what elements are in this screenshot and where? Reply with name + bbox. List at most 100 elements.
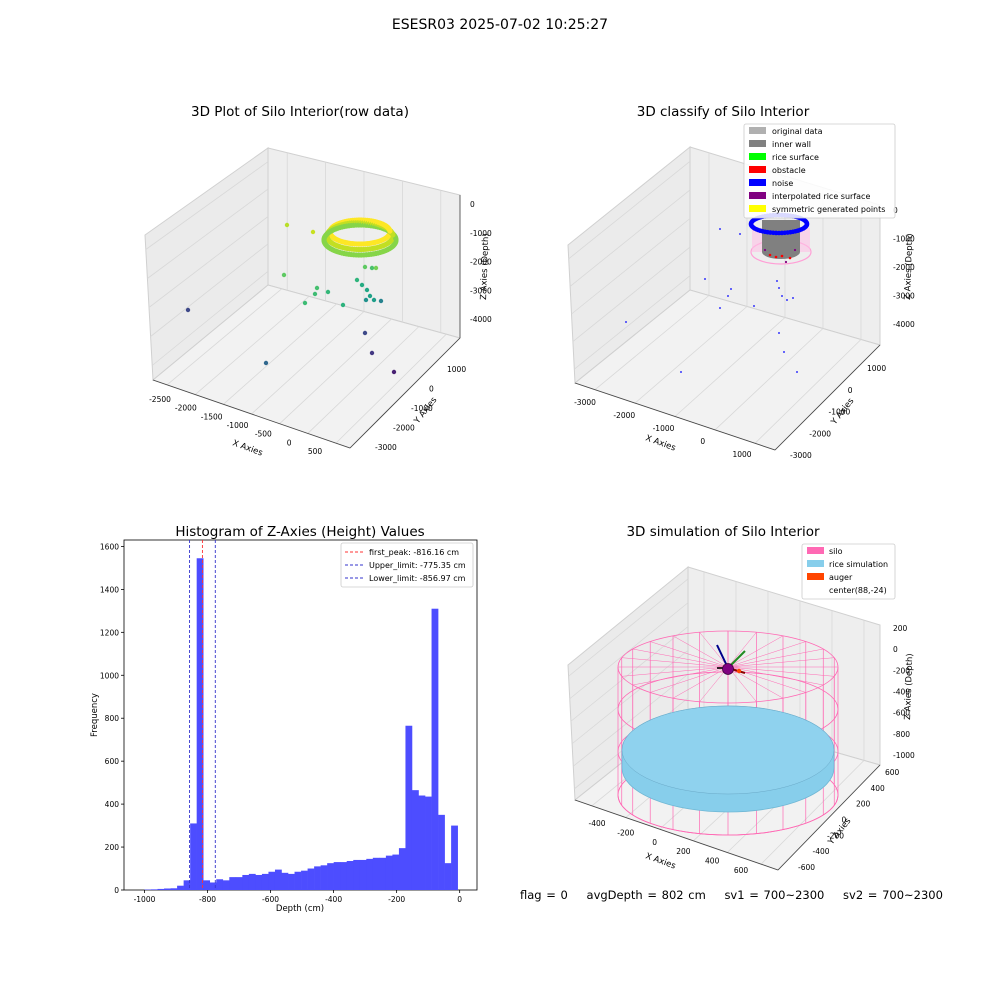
y-tick-label: -400 [813,847,830,856]
histogram-bar [151,889,158,890]
histogram-bar [177,885,184,890]
grid-line [714,328,824,431]
histogram-bar [327,863,334,890]
status-line: flag = 0 avgDepth = 802 cm sv1 = 700~230… [520,888,957,902]
grid-line [570,626,689,722]
avg-depth-value: avgDepth = 802 cm [586,888,706,902]
histogram-bar [451,825,458,890]
legend-label: rice surface [772,153,819,162]
legend-swatch [807,573,824,580]
x-tick-label: -1500 [201,412,223,421]
grid-line [147,188,269,279]
y-tick-label: -3000 [790,451,812,460]
z-tick-label: -800 [893,730,910,739]
histogram-bar [170,888,178,890]
x-tick-label: 0 [457,895,462,904]
legend-label: auger [829,573,853,582]
grid-line [594,295,710,391]
x-tick-label: -400 [325,895,342,904]
classify-axis-lines [574,344,881,451]
interpolated-point [793,248,797,252]
obstacle-point [780,254,784,258]
histogram-bar [229,877,237,890]
x-tick-label: -600 [262,895,279,904]
grid-line [166,288,282,386]
histogram-bar [196,558,204,890]
grid-line [151,270,269,366]
histogram-bar [164,888,171,890]
silo-and-rice-model [617,630,839,836]
raw-point [312,291,318,297]
interpolated-point [784,260,788,264]
histogram-bar [411,790,419,890]
grid-line [150,243,269,337]
center-marker [722,663,734,675]
silo-roof-wire [727,632,757,668]
histogram-bars [144,558,458,890]
interpolated-point [763,248,767,252]
silo-front-ring [617,794,839,836]
raw-point [359,282,365,288]
noise-point [786,299,788,301]
histogram-bar [340,862,348,890]
grid-line [572,246,691,342]
point-ring [390,232,396,238]
histogram-title: Histogram of Z-Axies (Height) Values [175,524,424,540]
x-tick-label: -200 [388,895,405,904]
raw-grid [145,152,447,444]
silo-roof-wire [650,641,729,668]
z-tick-label: -1000 [893,235,915,244]
y-tick-label: 600 [885,768,900,777]
noise-point [783,351,785,353]
legend-swatch [749,192,766,199]
y-tick-label: -600 [798,863,815,872]
x-tick-label: -2000 [175,404,197,413]
y-tick-label: 400 [105,800,120,809]
classify-legend: original data inner wall rice surface obsta… [743,123,896,219]
silo-roof-wire [672,635,729,668]
histogram-bar [294,871,302,890]
raw-point [371,297,377,303]
histogram-bar [418,795,426,890]
silo-roof-wire [621,657,729,668]
legend-swatch [749,127,766,134]
histogram-bar [255,874,263,890]
legend-label: Upper_limit: -775.35 cm [369,561,466,570]
y-tick-label: 1000 [867,364,886,373]
histogram-bar [157,888,165,890]
noise-point [625,321,627,323]
grid-line [674,317,786,417]
raw-point [302,300,308,306]
histogram-x-label: Depth (cm) [276,904,324,914]
grid-line [194,296,310,395]
legend-swatch [749,205,766,212]
silo-roof-wire [632,648,729,668]
x-tick-label: 200 [676,847,691,856]
raw-point [314,285,320,291]
raw-point-cloud [185,217,399,375]
raw-x-tick-labels: -2500 -2000 -1500 -1000 -500 0 500 [149,395,322,456]
histogram-reference-lines [189,540,216,890]
silo-roof-wire [699,632,729,668]
histogram-bar [346,861,354,890]
silo-roof-wire [727,666,835,677]
x-tick-label: -400 [588,819,605,828]
obstacle-point [768,253,772,257]
x-tick-label: -2500 [149,395,171,404]
grid-line [754,339,862,444]
raw-point [185,307,191,313]
raw-point [310,229,316,235]
legend-label: noise [772,179,793,188]
histogram-bar [392,854,400,890]
simulation-z-tick-labels: 200 0 -200 -400 -600 -800 -1000 [893,624,915,760]
z-tick-label: 0 [470,200,475,209]
auger-marker [736,668,742,674]
legend-label: original data [772,127,823,136]
raw-point [378,298,384,304]
grid-line [574,275,691,370]
y-tick-label: -1000 [829,408,851,417]
noise-point [727,295,729,297]
